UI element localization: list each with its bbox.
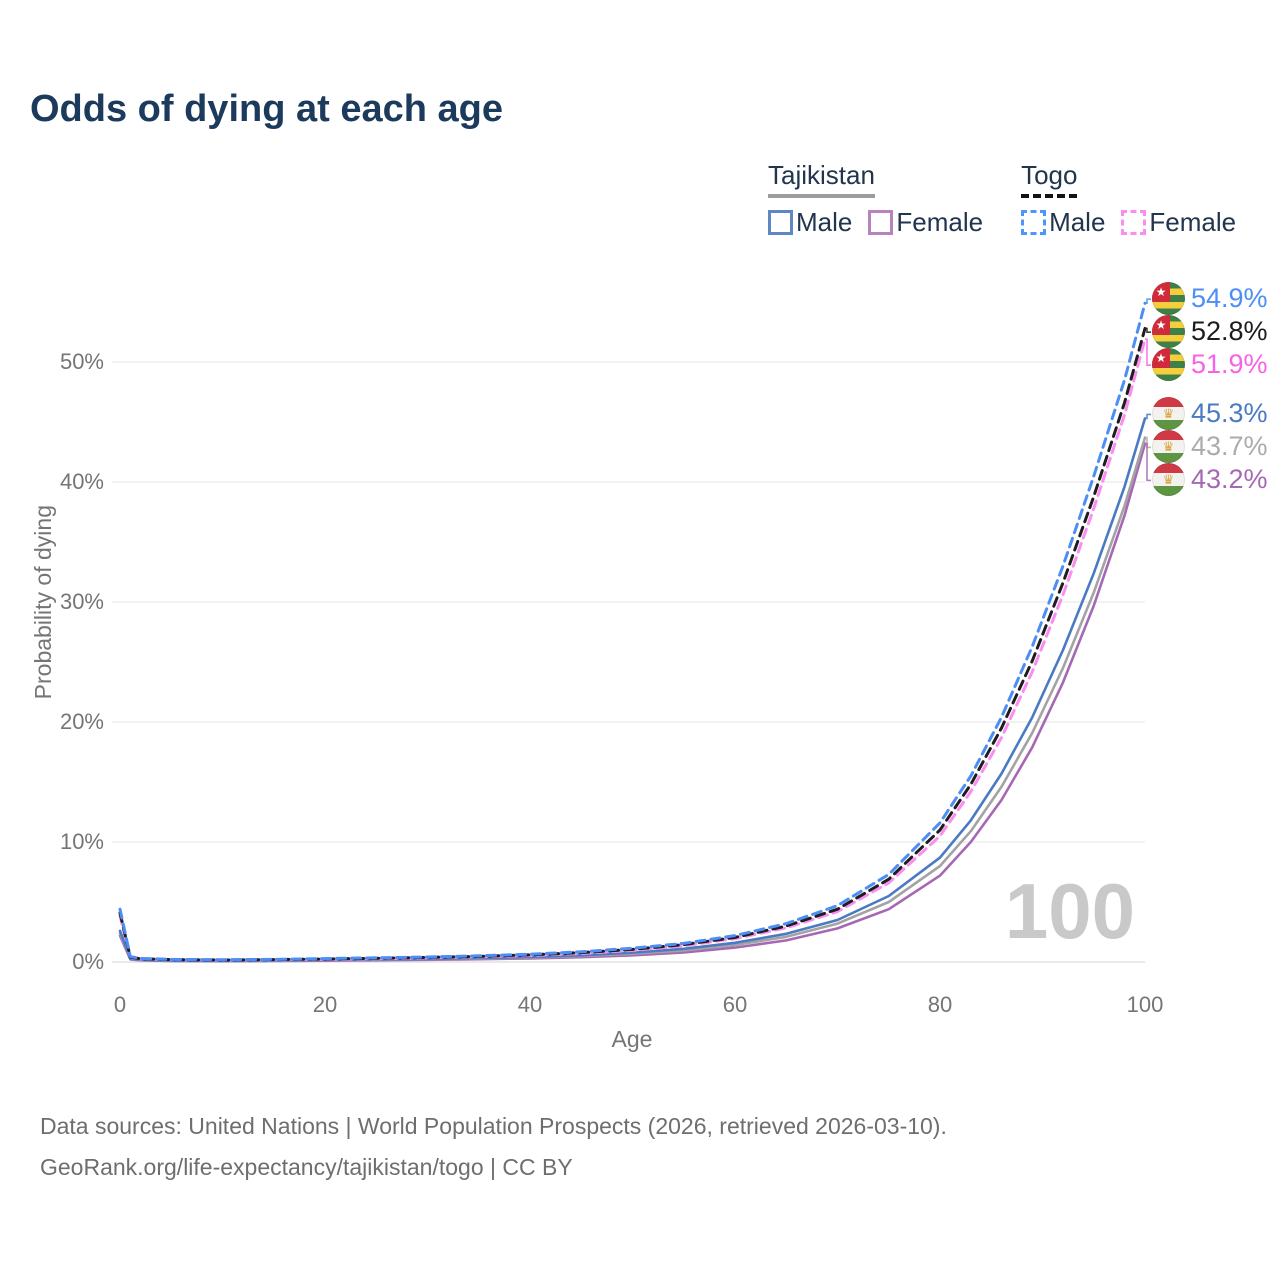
end-label-row: 51.9% (1152, 348, 1268, 382)
legend-item-togo-male[interactable]: Male (1021, 207, 1105, 238)
tajikistan-flag-icon (1152, 430, 1185, 464)
label-connector (1145, 298, 1151, 304)
end-label-value: 43.7% (1191, 431, 1268, 462)
label-connector (1145, 413, 1151, 420)
checkbox-togo-male[interactable] (1021, 210, 1047, 235)
y-tick-label: 50% (59, 349, 104, 374)
label-connector (1145, 338, 1151, 366)
x-tick-label: 40 (517, 992, 543, 1017)
tajikistan-flag-icon (1152, 397, 1185, 431)
legend-country-togo[interactable]: Togo (1021, 160, 1078, 198)
y-tick-label: 40% (59, 469, 104, 494)
end-label-row: 45.3% (1152, 397, 1268, 431)
checkbox-tajikistan-male[interactable] (768, 210, 793, 235)
end-label-value: 45.3% (1191, 398, 1268, 429)
togo-flag-icon (1152, 315, 1185, 349)
end-label-value: 52.8% (1191, 316, 1268, 347)
legend-label-female: Female (896, 207, 984, 237)
end-label-value: 43.2% (1191, 464, 1268, 495)
label-connector (1145, 442, 1151, 482)
end-label-row: 43.7% (1152, 430, 1268, 464)
end-label-row: 43.2% (1152, 463, 1268, 497)
footer-sources: Data sources: United Nations | World Pop… (40, 1113, 947, 1139)
x-tick-label: 60 (722, 992, 748, 1017)
legend-item-tajikistan-male[interactable]: Male (768, 207, 852, 238)
legend-country-tajikistan[interactable]: Tajikistan (768, 160, 875, 198)
x-tick-label: 80 (927, 992, 953, 1017)
footer: Data sources: United Nations | World Pop… (40, 1106, 947, 1188)
y-tick-label: 10% (59, 829, 104, 854)
legend-label-male: Male (796, 207, 853, 237)
legend-group-tajikistan: Tajikistan Male Female (768, 160, 983, 238)
legend-group-togo: Togo Male Female (1021, 160, 1236, 238)
end-label-row: 54.9% (1152, 282, 1268, 316)
x-axis-title: Age (611, 1026, 653, 1052)
series-line (118, 301, 1147, 962)
checkbox-tajikistan-female[interactable] (868, 210, 894, 235)
togo-flag-icon (1152, 282, 1185, 316)
togo-flag-icon (1152, 348, 1185, 382)
end-label-value: 51.9% (1191, 349, 1268, 380)
checkbox-togo-female[interactable] (1121, 210, 1147, 235)
label-connector (1145, 436, 1151, 449)
x-tick-label: 100 (1126, 992, 1164, 1017)
legend-item-togo-female[interactable]: Female (1121, 207, 1236, 238)
y-tick-label: 20% (59, 709, 104, 734)
legend: Tajikistan Male Female Togo Male (768, 160, 1236, 238)
end-label-row: 52.8% (1152, 315, 1268, 349)
x-tick-label: 0 (113, 992, 127, 1017)
legend-label-female: Female (1149, 207, 1237, 237)
page-title: Odds of dying at each age (30, 88, 503, 130)
legend-item-tajikistan-female[interactable]: Female (868, 207, 983, 238)
age-watermark: 100 (1004, 867, 1136, 955)
tajikistan-flag-icon (1152, 463, 1185, 497)
footer-link: GeoRank.org/life-expectancy/tajikistan/t… (40, 1154, 573, 1180)
y-tick-label: 30% (59, 589, 104, 614)
legend-label-male: Male (1049, 207, 1106, 237)
end-label-value: 54.9% (1191, 283, 1268, 314)
label-connector (1145, 327, 1151, 333)
y-tick-label: 0% (72, 949, 104, 974)
x-tick-label: 20 (312, 992, 338, 1017)
